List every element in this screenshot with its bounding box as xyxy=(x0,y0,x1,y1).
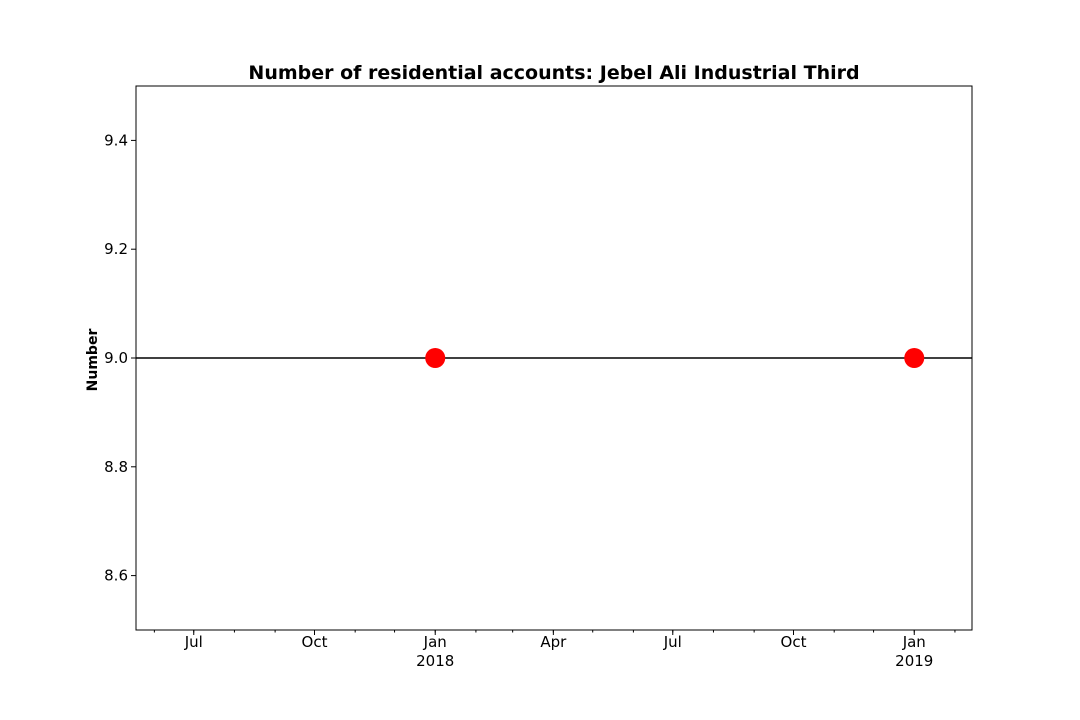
y-tick-label: 9.4 xyxy=(104,131,128,149)
x-tick-label: Apr xyxy=(540,633,567,651)
y-tick-label: 8.8 xyxy=(104,458,128,476)
x-tick-label: Jul xyxy=(184,633,203,651)
x-tick-year-label: 2019 xyxy=(895,652,933,670)
y-tick-label: 8.6 xyxy=(104,567,128,585)
x-tick-label: Jan xyxy=(423,633,447,651)
y-axis: 8.6 8.8 9.0 9.2 9.4 xyxy=(104,131,136,585)
x-tick-label: Jul xyxy=(663,633,682,651)
x-tick-label: Oct xyxy=(302,633,328,651)
x-tick-label: Oct xyxy=(781,633,807,651)
y-axis-label: Number xyxy=(85,329,101,392)
x-tick-label: Jan xyxy=(902,633,926,651)
chart-title: Number of residential accounts: Jebel Al… xyxy=(248,62,859,84)
data-point xyxy=(425,348,446,368)
data-point xyxy=(904,348,925,368)
x-tick-year-label: 2018 xyxy=(416,652,454,670)
y-tick-label: 9.0 xyxy=(104,349,128,367)
y-tick-label: 9.2 xyxy=(104,240,128,258)
data-points xyxy=(425,348,925,368)
